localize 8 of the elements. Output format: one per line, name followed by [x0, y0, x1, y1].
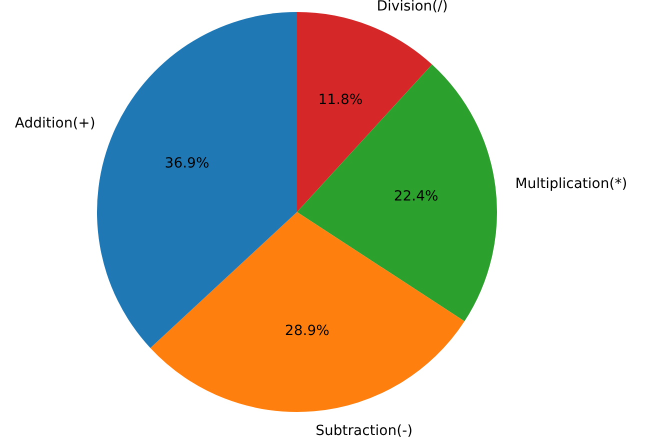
- data-label: 36.9%: [164, 156, 210, 172]
- slice-label: Addition(+): [14, 116, 96, 132]
- slice-label: Division(/): [376, 0, 448, 15]
- slice-label: Subtraction(-): [316, 422, 413, 439]
- slice-label: Multiplication(*): [515, 176, 628, 192]
- data-label: 22.4%: [394, 188, 438, 205]
- data-label: 11.8%: [318, 92, 363, 108]
- data-label: 28.9%: [284, 323, 330, 340]
